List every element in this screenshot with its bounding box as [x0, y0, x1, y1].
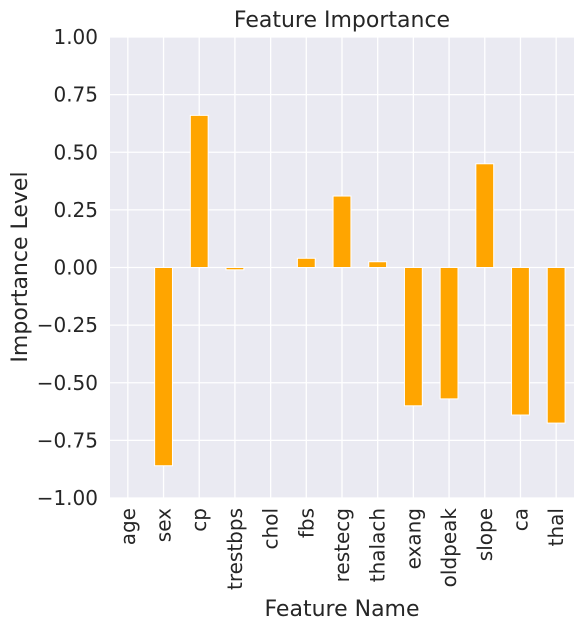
y-tick-label: 0.25: [53, 198, 98, 222]
y-tick-label: 0.75: [53, 83, 98, 107]
bars: [118, 114, 566, 467]
x-tick-label: slope: [473, 508, 497, 561]
bar-oldpeak: [439, 267, 459, 400]
x-tick-label: trestbps: [223, 508, 247, 590]
x-tick-label: age: [116, 508, 140, 545]
x-tick-label: exang: [401, 508, 425, 569]
y-tick-label: −1.00: [37, 486, 98, 510]
bar-thalach: [368, 261, 388, 268]
bar-slope: [475, 163, 495, 268]
y-tick-label: −0.75: [37, 428, 98, 452]
y-tick-label: −0.50: [37, 371, 98, 395]
chart-title: Feature Importance: [234, 8, 450, 33]
x-tick-label: sex: [152, 508, 176, 542]
x-axis-label: Feature Name: [264, 597, 419, 622]
x-tick-label: thal: [544, 508, 568, 546]
x-tick-label: restecg: [330, 508, 354, 582]
bar-exang: [403, 267, 423, 407]
x-tick-label: cp: [187, 508, 211, 532]
y-tick-label: −0.25: [37, 313, 98, 337]
x-tick-label: ca: [508, 508, 532, 531]
x-tick-label: thalach: [366, 508, 390, 582]
bar-trestbps: [225, 267, 245, 271]
bar-fbs: [296, 257, 316, 268]
bar-sex: [154, 267, 173, 467]
y-axis-label: Importance Level: [8, 171, 33, 362]
bar-restecg: [332, 195, 352, 268]
bar-cp: [189, 114, 209, 269]
x-tick-label: chol: [259, 508, 283, 549]
bar-thal: [546, 267, 566, 424]
x-tick-label: oldpeak: [437, 508, 461, 588]
bar-ca: [511, 267, 530, 416]
y-tick-label: 0.00: [53, 256, 98, 280]
y-tick-label: 0.50: [53, 140, 98, 164]
x-axis-ticks: age sex cp trestbps chol fbs restecg thalach exa…: [116, 508, 568, 590]
y-tick-label: 1.00: [53, 25, 98, 49]
y-axis-ticks: −1.00 −0.75 −0.50 −0.25 0.00 0.25 0.50 0.75 1.00: [37, 25, 98, 510]
x-tick-label: fbs: [294, 508, 318, 538]
